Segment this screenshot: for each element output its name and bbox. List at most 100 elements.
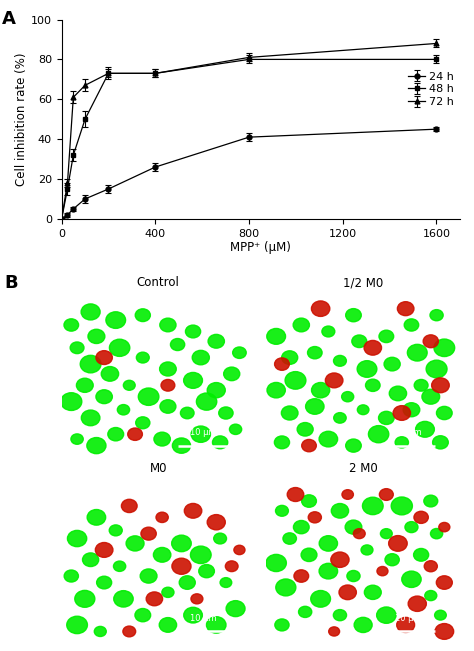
Circle shape bbox=[339, 585, 356, 600]
Text: 10 μm: 10 μm bbox=[191, 615, 217, 623]
Circle shape bbox=[88, 329, 105, 344]
Circle shape bbox=[207, 616, 226, 633]
Circle shape bbox=[71, 434, 83, 444]
Circle shape bbox=[233, 347, 246, 359]
Circle shape bbox=[405, 521, 418, 533]
Circle shape bbox=[439, 523, 450, 532]
Circle shape bbox=[136, 417, 150, 429]
Circle shape bbox=[154, 432, 170, 446]
Circle shape bbox=[208, 335, 224, 348]
Circle shape bbox=[285, 372, 306, 389]
Circle shape bbox=[114, 590, 133, 607]
Circle shape bbox=[87, 510, 106, 525]
Circle shape bbox=[342, 490, 354, 499]
Circle shape bbox=[319, 536, 337, 551]
Circle shape bbox=[67, 531, 87, 547]
Circle shape bbox=[328, 627, 339, 636]
Circle shape bbox=[137, 352, 149, 363]
Circle shape bbox=[283, 533, 296, 544]
Circle shape bbox=[64, 570, 78, 582]
Circle shape bbox=[113, 561, 126, 572]
Circle shape bbox=[207, 514, 225, 530]
Circle shape bbox=[432, 378, 449, 393]
Circle shape bbox=[226, 601, 245, 616]
Circle shape bbox=[379, 411, 394, 424]
Circle shape bbox=[407, 344, 427, 361]
Circle shape bbox=[135, 609, 151, 622]
Circle shape bbox=[368, 426, 389, 443]
Circle shape bbox=[301, 548, 317, 562]
Circle shape bbox=[220, 577, 232, 587]
Circle shape bbox=[325, 373, 343, 388]
Circle shape bbox=[346, 439, 361, 452]
Circle shape bbox=[123, 626, 136, 637]
Circle shape bbox=[319, 431, 337, 447]
Circle shape bbox=[436, 575, 452, 589]
Circle shape bbox=[311, 590, 330, 607]
Text: 10 μm: 10 μm bbox=[395, 428, 422, 437]
Circle shape bbox=[224, 367, 240, 381]
Circle shape bbox=[389, 386, 407, 401]
Circle shape bbox=[94, 626, 106, 637]
Circle shape bbox=[416, 421, 434, 437]
Circle shape bbox=[146, 592, 163, 606]
Circle shape bbox=[302, 439, 316, 452]
Circle shape bbox=[422, 389, 440, 404]
Circle shape bbox=[331, 503, 348, 518]
Circle shape bbox=[141, 527, 156, 540]
Circle shape bbox=[364, 340, 382, 355]
Circle shape bbox=[108, 428, 124, 441]
Circle shape bbox=[61, 393, 82, 411]
Circle shape bbox=[183, 372, 202, 389]
Circle shape bbox=[123, 380, 135, 391]
Circle shape bbox=[306, 398, 324, 414]
Circle shape bbox=[266, 555, 286, 572]
Circle shape bbox=[97, 576, 112, 589]
X-axis label: MPP⁺ (μM): MPP⁺ (μM) bbox=[230, 242, 291, 255]
Circle shape bbox=[393, 406, 410, 421]
Circle shape bbox=[267, 329, 285, 344]
Circle shape bbox=[404, 319, 419, 331]
Circle shape bbox=[352, 335, 367, 348]
Circle shape bbox=[363, 497, 383, 515]
Circle shape bbox=[357, 405, 369, 415]
Circle shape bbox=[159, 618, 177, 632]
Circle shape bbox=[160, 362, 176, 376]
Circle shape bbox=[424, 495, 438, 507]
Circle shape bbox=[81, 304, 100, 320]
Circle shape bbox=[95, 542, 113, 557]
Circle shape bbox=[311, 301, 330, 316]
Circle shape bbox=[308, 346, 322, 359]
Circle shape bbox=[377, 607, 396, 623]
Circle shape bbox=[430, 529, 443, 539]
Circle shape bbox=[191, 546, 211, 564]
Circle shape bbox=[64, 319, 79, 331]
Circle shape bbox=[274, 436, 290, 449]
Circle shape bbox=[293, 318, 310, 332]
Circle shape bbox=[357, 361, 377, 378]
Circle shape bbox=[82, 553, 99, 566]
Circle shape bbox=[346, 309, 361, 322]
Circle shape bbox=[287, 488, 304, 501]
Circle shape bbox=[207, 383, 225, 398]
Circle shape bbox=[331, 552, 349, 568]
Circle shape bbox=[435, 610, 447, 620]
Circle shape bbox=[426, 360, 447, 378]
Circle shape bbox=[308, 512, 321, 523]
Circle shape bbox=[196, 393, 217, 410]
Circle shape bbox=[430, 310, 443, 321]
Circle shape bbox=[424, 561, 438, 572]
Circle shape bbox=[212, 436, 228, 449]
Circle shape bbox=[437, 406, 452, 420]
Circle shape bbox=[397, 617, 415, 633]
Circle shape bbox=[191, 426, 210, 443]
Circle shape bbox=[138, 388, 159, 406]
Circle shape bbox=[403, 403, 420, 417]
Circle shape bbox=[414, 511, 428, 523]
Circle shape bbox=[361, 545, 373, 555]
Circle shape bbox=[294, 570, 309, 582]
Y-axis label: Cell inhibition rate (%): Cell inhibition rate (%) bbox=[15, 53, 28, 186]
Circle shape bbox=[87, 437, 106, 454]
Circle shape bbox=[184, 503, 202, 518]
Circle shape bbox=[384, 357, 400, 371]
